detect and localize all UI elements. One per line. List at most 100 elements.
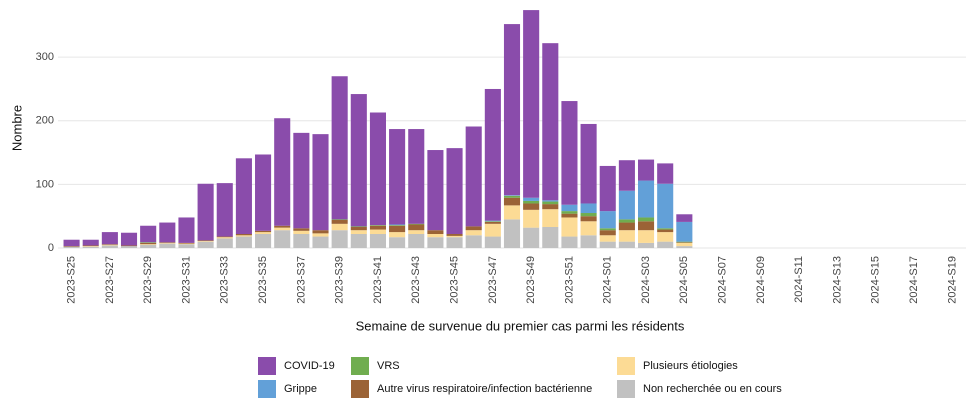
bar-segment — [178, 244, 195, 248]
bar-segment — [561, 211, 578, 214]
bar-segment — [542, 209, 559, 228]
bar-segment — [427, 150, 444, 231]
bar-segment — [580, 123, 597, 204]
x-tick-label: 2024-S07 — [717, 256, 729, 304]
bar-segment — [369, 229, 386, 235]
bar-segment — [159, 222, 176, 243]
bar-segment — [657, 183, 674, 229]
x-tick-label: 2024-S03 — [640, 256, 652, 304]
bar-segment — [197, 241, 214, 248]
legend-label: VRS — [377, 360, 400, 372]
bar-segment — [676, 246, 693, 248]
bar-segment — [427, 234, 444, 238]
bar-segment — [63, 246, 80, 248]
bar-segment — [657, 229, 674, 233]
x-tick-label: 2024-S09 — [755, 256, 767, 304]
bar-segment — [618, 190, 635, 220]
bar-segment — [408, 230, 425, 235]
bar-segment — [676, 242, 693, 247]
bar-segment — [561, 236, 578, 248]
y-tick-label: 0 — [48, 242, 54, 254]
bar-segment — [331, 76, 348, 220]
bar-segment — [140, 244, 157, 248]
bar-segment — [657, 241, 674, 248]
x-tick-label: 2023-S29 — [142, 256, 154, 304]
x-axis-title: Semaine de survenue du premier cas parmi… — [356, 318, 685, 333]
bar-segment — [389, 225, 406, 226]
x-tick-label: 2023-S49 — [525, 256, 537, 304]
legend-label: Autre virus respiratoire/infection bacté… — [377, 383, 592, 395]
bar-segment — [255, 232, 272, 235]
bar-segment — [465, 235, 482, 248]
bar-segment — [216, 238, 233, 248]
bar-segment — [465, 230, 482, 236]
bar-segment — [178, 217, 195, 243]
bar-segment — [312, 236, 329, 248]
bar-segment — [63, 246, 80, 247]
bar-segment — [235, 158, 252, 235]
bar-segment — [599, 241, 616, 248]
y-tick-label: 200 — [36, 115, 54, 127]
bar-segment — [618, 219, 635, 223]
bar-segment — [542, 227, 559, 248]
bar-segment — [427, 237, 444, 248]
bar-segment — [235, 235, 252, 237]
bar-segment — [580, 235, 597, 248]
legend-label: Grippe — [284, 383, 317, 395]
bar-segment — [599, 235, 616, 242]
x-tick-label: 2023-S51 — [563, 256, 575, 304]
bar-segment — [657, 232, 674, 242]
bar-segment — [408, 224, 425, 231]
bar-segment — [618, 160, 635, 191]
bar-segment — [523, 203, 540, 210]
bar-segment — [197, 241, 214, 242]
bar-segment — [503, 219, 521, 248]
bar-segment — [120, 246, 138, 248]
bar-segment — [503, 197, 521, 206]
bar-segment — [580, 216, 597, 222]
bar-segment — [216, 183, 233, 237]
bar-segment — [331, 223, 348, 231]
bar-segment — [178, 243, 195, 245]
bar-segment — [638, 217, 655, 222]
legend-swatch — [351, 380, 369, 398]
bar-segment — [599, 165, 616, 212]
bar-segment — [638, 242, 655, 248]
bar-segment — [120, 232, 138, 246]
bar-segment — [389, 225, 406, 233]
bar-segment — [676, 221, 693, 242]
x-tick-label: 2024-S01 — [602, 256, 614, 304]
bar-segment — [389, 129, 406, 225]
bar-segment — [255, 234, 272, 248]
x-tick-label: 2023-S31 — [180, 256, 192, 304]
bar-segment — [369, 225, 386, 230]
bar-segment — [293, 234, 310, 248]
x-tick-label: 2024-S17 — [908, 256, 920, 304]
bar-segment — [561, 217, 578, 237]
bar-segment — [618, 230, 635, 242]
bar-segment — [331, 220, 348, 224]
x-tick-label: 2023-S33 — [219, 256, 231, 304]
bar-segment — [350, 227, 367, 231]
bar-segment — [523, 10, 540, 198]
bar-segment — [561, 101, 578, 205]
bar-segment — [484, 221, 501, 222]
bar-segment — [465, 126, 482, 227]
bar-segment — [638, 180, 655, 218]
bar-segment — [503, 195, 521, 198]
bar-segment — [676, 241, 693, 243]
legend-label: Plusieurs étiologies — [643, 360, 738, 372]
legend-swatch — [258, 380, 276, 398]
bar-segment — [618, 222, 635, 231]
bar-segment — [274, 225, 291, 228]
bar-segment — [140, 242, 157, 245]
bar-segment — [638, 230, 655, 243]
bar-segment — [561, 204, 578, 212]
bar-segment — [523, 209, 540, 228]
bar-segment — [369, 225, 386, 226]
x-tick-label: 2023-S45 — [448, 256, 460, 304]
bar-segment — [446, 148, 463, 235]
bar-segment — [408, 129, 425, 224]
bar-segment — [657, 228, 674, 230]
